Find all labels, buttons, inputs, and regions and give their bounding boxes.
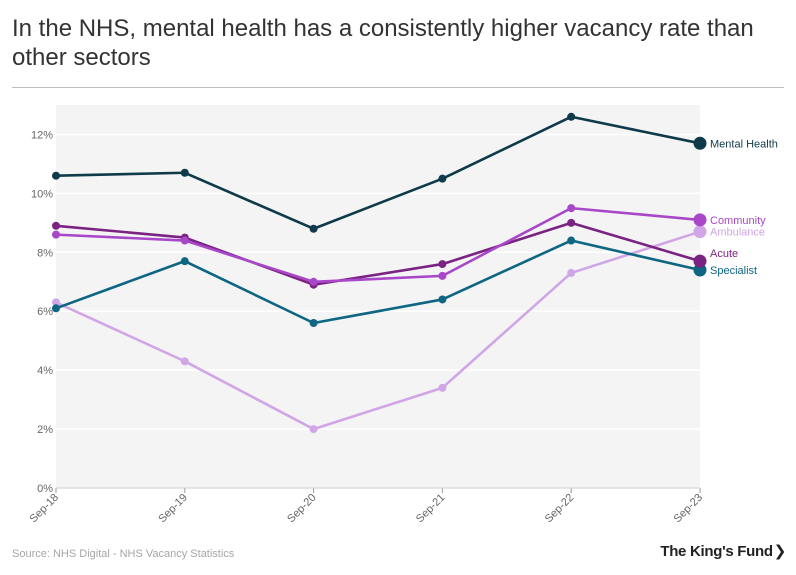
y-tick-label: 12% xyxy=(31,129,53,141)
data-point-community xyxy=(567,204,576,213)
data-point-specialist xyxy=(309,319,318,328)
data-point-acute xyxy=(52,221,60,230)
chevron-right-icon: ❯ xyxy=(773,543,787,560)
data-point-acute xyxy=(567,218,576,227)
y-tick-label: 2% xyxy=(37,424,53,436)
data-point-community xyxy=(438,271,447,280)
data-point-specialist xyxy=(438,295,447,304)
x-tick-label: Sep-21 xyxy=(414,492,448,526)
data-point-mental-health xyxy=(180,168,189,177)
series-label-ambulance: Ambulance xyxy=(710,227,765,239)
data-point-specialist xyxy=(52,304,60,313)
y-tick-label: 8% xyxy=(37,247,53,259)
data-point-ambulance xyxy=(438,383,447,392)
data-point-ambulance xyxy=(567,268,576,277)
plot-background xyxy=(56,105,700,488)
series-labels: Ambulance Specialist Acute Community Mental … xyxy=(710,138,778,277)
series-line-community xyxy=(55,206,701,284)
y-tick-label: 10% xyxy=(31,188,53,200)
chart-title: In the NHS, mental health has a consiste… xyxy=(12,15,754,71)
series-line-ambulance xyxy=(55,230,701,431)
x-tick-label: Sep-22 xyxy=(543,492,577,526)
series-lines xyxy=(52,112,707,434)
y-tick-label: 6% xyxy=(37,306,53,318)
data-point-mental-health xyxy=(52,171,60,180)
data-point-specialist xyxy=(567,236,576,245)
data-point-community xyxy=(693,213,707,227)
data-point-specialist xyxy=(180,257,189,266)
data-point-ambulance xyxy=(52,298,60,307)
series-line-specialist xyxy=(55,239,701,325)
series-label-community: Community xyxy=(710,215,766,227)
series-label-mental-health: Mental Health xyxy=(710,138,778,150)
series-label-acute: Acute xyxy=(710,248,738,260)
data-point-mental-health xyxy=(693,136,707,150)
data-point-acute xyxy=(438,260,447,269)
data-point-acute xyxy=(693,254,707,268)
series-line-mental-health xyxy=(55,115,701,231)
data-point-ambulance xyxy=(693,225,707,239)
kings-fund-logo: The King's Fund❯ xyxy=(660,542,786,560)
data-point-community xyxy=(309,277,318,286)
data-point-community xyxy=(180,236,189,245)
data-point-mental-health xyxy=(438,174,447,183)
data-point-mental-health xyxy=(309,224,318,233)
x-tick-label: Sep-19 xyxy=(156,492,190,526)
data-point-mental-health xyxy=(567,112,576,121)
title-divider xyxy=(12,87,784,88)
y-tick-label: 0% xyxy=(37,483,53,495)
x-tick-label: Sep-18 xyxy=(28,492,62,526)
data-point-community xyxy=(52,230,60,239)
logo-text: The King's Fund xyxy=(660,543,773,560)
x-tick-label: Sep-23 xyxy=(672,492,706,526)
series-line-acute xyxy=(55,221,701,287)
data-point-ambulance xyxy=(309,425,318,434)
source-note: Source: NHS Digital - NHS Vacancy Statis… xyxy=(12,548,235,560)
series-label-specialist: Specialist xyxy=(710,265,757,277)
y-tick-label: 4% xyxy=(37,365,53,377)
x-tick-label: Sep-20 xyxy=(285,492,319,526)
data-point-ambulance xyxy=(180,357,189,366)
